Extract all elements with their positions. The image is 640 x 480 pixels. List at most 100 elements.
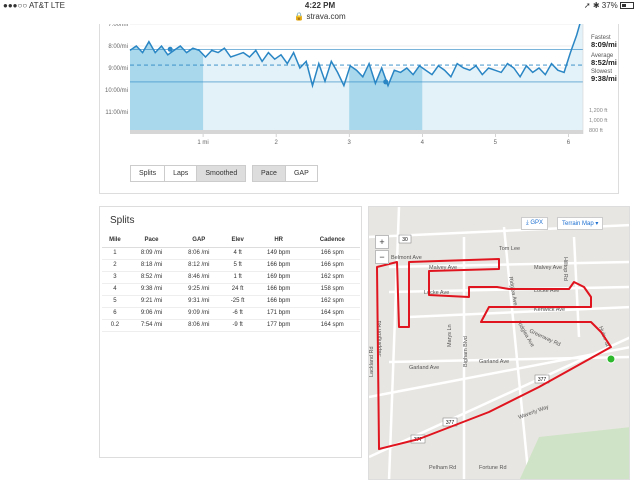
splits-cell: 9:38 /mi [127, 283, 176, 296]
stat-label: Slowest [591, 69, 612, 75]
splits-cell: 8:52 /mi [127, 271, 176, 284]
route-map[interactable]: Tom Lee Belmont Ave Malvey Ave Malvey Av… [368, 206, 630, 480]
splits-cell: 8:06 /mi [175, 319, 223, 332]
pace-button[interactable]: Pace [252, 165, 286, 182]
splits-cell: 8:46 /mi [175, 271, 223, 284]
splits-cell: 9:21 /mi [127, 295, 176, 308]
elevation-tick-label: 1,200 ft [589, 108, 608, 114]
street-label: Garland Ave [479, 359, 509, 365]
street-label: Malvey Ave [534, 265, 562, 271]
street-label: Kenwick Ave [534, 307, 565, 313]
splits-table: Mile Pace GAP Elev HR Cadence 1 8:09 /mi 8:06 /… [102, 233, 360, 332]
splits-cell: 5 [102, 295, 128, 308]
y-tick-label: 10:00/mi [105, 88, 128, 94]
zoom-out-button[interactable]: − [375, 250, 389, 264]
elevation-profile [130, 130, 583, 134]
pace-chart[interactable]: 7:00/mi 8:00/mi 9:00/mi 10:00/mi 11:00/mi 1 … [100, 24, 620, 194]
splits-cell: -9 ft [222, 319, 253, 332]
url-bar[interactable]: 🔒 strava.com [0, 12, 640, 24]
gpx-download-button[interactable]: ⤓ GPX [521, 217, 548, 230]
splits-header-cell: Pace [127, 233, 176, 248]
street-label: Locke Ave [534, 288, 559, 294]
splits-title: Splits [110, 215, 135, 226]
splits-cell: 3 [102, 271, 128, 284]
caret-down-icon: ▾ [595, 221, 599, 227]
street-label: Marys Ln [447, 324, 453, 347]
street-label: Garland Ave [409, 365, 439, 371]
splits-cell: 8:12 /mi [175, 259, 223, 272]
gpx-label: GPX [530, 220, 543, 226]
x-tick-label: 5 [494, 140, 498, 146]
stat-label: Average [591, 53, 614, 59]
slowest-marker [383, 79, 389, 85]
splits-cell: 1 [102, 247, 128, 260]
gap-button[interactable]: GAP [285, 165, 318, 182]
splits-cell: 8:06 /mi [175, 247, 223, 260]
battery-percent: 37% [601, 1, 618, 10]
status-right: ➚ ✱ 37% [584, 1, 634, 10]
smoothed-button[interactable]: Smoothed [197, 165, 247, 182]
street-label: Tom Lee [499, 246, 520, 252]
splits-cell: 164 spm [304, 319, 360, 332]
battery-icon [620, 2, 634, 10]
splits-cell: 166 bpm [252, 259, 305, 272]
splits-row: 3 8:52 /mi 8:46 /mi 1 ft 169 bpm 162 spm [102, 271, 360, 284]
splits-cell: -25 ft [222, 295, 253, 308]
laps-button[interactable]: Laps [165, 165, 198, 182]
splits-cell: 8:18 /mi [127, 259, 176, 272]
x-tick-label: 4 [421, 140, 425, 146]
plot-area [129, 24, 584, 134]
splits-row: 0.2 7:54 /mi 8:06 /mi -9 ft 177 bpm 164 spm [102, 319, 360, 332]
y-axis-labels: 7:00/mi 8:00/mi 9:00/mi 10:00/mi 11:00/mi [105, 24, 128, 116]
splits-cell: 166 bpm [252, 295, 305, 308]
pace-chart-card: 7:00/mi 8:00/mi 9:00/mi 10:00/mi 11:00/mi 1 … [99, 24, 619, 194]
splits-cell: 9:09 /mi [175, 307, 223, 320]
splits-cell: -6 ft [222, 307, 253, 320]
x-tick-label: 6 [567, 140, 571, 146]
splits-cell: 0.2 [102, 319, 128, 332]
street-label: Ridglea Ave [507, 276, 518, 306]
splits-body: 1 8:09 /mi 8:06 /mi 4 ft 149 bpm 166 spm 2 8:18… [102, 247, 360, 332]
route-shield: 30 [402, 237, 408, 243]
highlight-band [130, 24, 204, 134]
y-tick-label: 7:00/mi [108, 24, 128, 28]
splits-row: 6 9:06 /mi 9:09 /mi -6 ft 171 bpm 164 spm [102, 307, 360, 320]
street-label: Sappington Rd [377, 321, 383, 357]
splits-cell: 162 spm [304, 295, 360, 308]
splits-cell: 5 ft [222, 259, 253, 272]
stat-value: 8:09/mi [591, 40, 617, 49]
metric-toggle: Pace GAP [252, 165, 318, 182]
map-canvas[interactable]: Tom Lee Belmont Ave Malvey Ave Malvey Av… [369, 207, 630, 480]
splits-cell: 166 bpm [252, 283, 305, 296]
splits-cell: 9:25 /mi [175, 283, 223, 296]
splits-header-cell: Mile [102, 233, 128, 248]
lock-icon: 🔒 [294, 12, 305, 21]
x-tick-label: 1 mi [197, 140, 208, 146]
route-line [376, 258, 612, 450]
street-label: Bigham Blvd [463, 336, 469, 367]
street-label: Malvey Ave [429, 265, 457, 271]
splits-header-cell: HR [252, 233, 305, 248]
terrain-map-select[interactable]: Terrain Map ▾ [557, 217, 604, 230]
route-shield: 377 [446, 420, 455, 426]
stat-value: 9:38/mi [591, 74, 617, 83]
start-marker [606, 354, 616, 364]
splits-row: 4 9:38 /mi 9:25 /mi 24 ft 166 bpm 158 spm [102, 283, 360, 296]
splits-header-cell: Cadence [304, 233, 360, 248]
zoom-in-button[interactable]: + [375, 235, 389, 249]
splits-cell: 2 [102, 259, 128, 272]
splits-cell: 8:09 /mi [127, 247, 176, 260]
splits-cell: 4 [102, 283, 128, 296]
splits-cell: 4 ft [222, 247, 253, 260]
terrain-label: Terrain Map [562, 221, 594, 227]
splits-cell: 158 spm [304, 283, 360, 296]
street-label: Lackland Rd [369, 346, 375, 377]
y-tick-label: 11:00/mi [105, 110, 128, 116]
splits-header-row: Mile Pace GAP Elev HR Cadence [102, 233, 360, 248]
clock: 4:22 PM [304, 1, 336, 10]
x-tick-label: 3 [348, 140, 352, 146]
carrier-label: ●●●○○ AT&T LTE [3, 1, 65, 10]
bluetooth-icon: ✱ [592, 1, 600, 10]
splits-button[interactable]: Splits [130, 165, 166, 182]
y-tick-label: 9:00/mi [108, 66, 128, 72]
